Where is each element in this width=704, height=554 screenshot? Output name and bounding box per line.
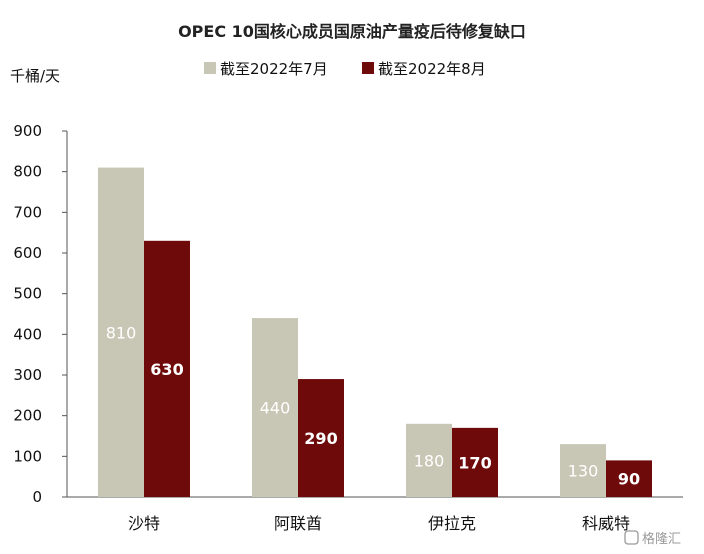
y-axis-unit: 千桶/天: [10, 67, 60, 85]
data-label: 90: [618, 470, 640, 489]
x-axis-ticks: 沙特 阿联酋 伊拉克 科威特: [128, 514, 630, 533]
data-label: 130: [568, 462, 599, 481]
y-tick-label: 200: [13, 407, 42, 425]
x-tick-label: 伊拉克: [428, 514, 476, 533]
legend-swatch-jul: [204, 62, 216, 74]
y-tick-label: 800: [13, 163, 42, 181]
x-tick-label: 沙特: [128, 514, 160, 533]
y-tick-label: 300: [13, 366, 42, 384]
legend-swatch-aug: [362, 62, 374, 74]
bar-jul-1: [252, 318, 298, 497]
data-label: 810: [106, 323, 137, 342]
data-label: 630: [150, 360, 183, 379]
data-label: 440: [260, 399, 291, 418]
bar-jul-2: [406, 423, 452, 497]
y-tick-label: 600: [13, 244, 42, 262]
y-tick-label: 100: [13, 447, 42, 465]
data-label: 290: [304, 429, 337, 448]
y-axis-ticks: 0 100 200 300 400 500 600 700 800 900: [13, 122, 67, 506]
y-tick-label: 900: [13, 122, 42, 140]
legend-label-jul: 截至2022年7月: [220, 60, 328, 78]
bar-aug-1: [298, 379, 344, 497]
chart-title: OPEC 10国核心成员国原油产量疫后待修复缺口: [178, 22, 526, 41]
bar-jul-3: [560, 444, 606, 497]
x-tick-label: 科威特: [582, 514, 630, 533]
y-tick-label: 0: [32, 488, 42, 506]
data-label: 170: [458, 453, 491, 472]
bar-jul-0: [98, 167, 144, 497]
legend: 截至2022年7月 截至2022年8月: [204, 60, 486, 78]
y-tick-label: 400: [13, 325, 42, 343]
watermark-text: 格隆汇: [642, 531, 681, 547]
bar-aug-3: [606, 460, 652, 497]
data-label: 180: [414, 451, 445, 470]
y-tick-label: 700: [13, 203, 42, 221]
bars: [98, 167, 652, 498]
y-tick-label: 500: [13, 285, 42, 303]
x-tick-label: 阿联酋: [274, 514, 322, 533]
watermark-logo-icon: [624, 530, 639, 545]
legend-label-aug: 截至2022年8月: [378, 60, 486, 78]
watermark: 格隆汇: [624, 530, 681, 547]
bar-aug-0: [144, 240, 190, 498]
bar-aug-2: [452, 427, 498, 497]
data-labels: 810 630 440 290 180 170 130 90: [106, 323, 640, 488]
